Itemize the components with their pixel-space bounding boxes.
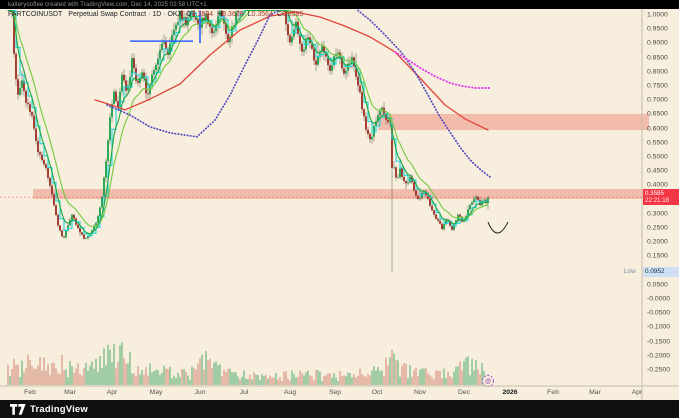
- price-axis-label: 0.8000: [647, 68, 668, 76]
- watermark-text: kalteryooflee created with TradingView.c…: [8, 1, 207, 8]
- footer-bar: TradingView: [0, 400, 679, 418]
- time-axis-label: Apr: [631, 389, 643, 396]
- dotted-indigo-ma-line: [106, 9, 279, 138]
- symbol-name: FARTCOINUSDT: [8, 11, 63, 18]
- symbol-title: FARTCOINUSDT Perpetual Swap Contract · 1…: [8, 11, 303, 18]
- price-axis-label: 0.1500: [647, 252, 668, 260]
- time-axis-label: Mar: [64, 389, 76, 396]
- price-axis-label: 0.7000: [647, 96, 668, 104]
- price-axis-label: -0.1500: [647, 338, 671, 346]
- time-axis-label: Sep: [328, 389, 342, 396]
- fast-green-ma-line: [7, 9, 489, 235]
- slow-red-ma-line: [94, 11, 489, 131]
- u-curve-drawing[interactable]: [487, 221, 509, 234]
- emoji-glyph: @: [485, 379, 491, 385]
- price-axis-label: 0.4000: [647, 181, 668, 189]
- watermark-bar: kalteryooflee created with TradingView.c…: [0, 0, 679, 9]
- bar-close-countdown: 22:21:18: [645, 197, 670, 204]
- time-axis-label: Feb: [24, 389, 36, 396]
- ohlc-values: O0.3594 H0.3628 L0.3564 C0.3585: [182, 11, 303, 18]
- price-axis-label: 1.0000: [647, 11, 668, 19]
- price-axis-label: 0.8500: [647, 54, 668, 62]
- time-axis-label: Jun: [194, 389, 206, 396]
- time-axis-label: May: [149, 389, 163, 396]
- price-axis-label: 0.5500: [647, 139, 668, 147]
- ohlc-value: 0.3564: [251, 11, 273, 18]
- price-axis-label: 0.6000: [647, 125, 668, 133]
- dotted-indigo-ma-line: [357, 9, 491, 178]
- price-axis-label: 0.2000: [647, 238, 668, 246]
- price-axis-label: -0.0500: [647, 309, 671, 317]
- price-axis-label: 0.0500: [647, 281, 668, 289]
- price-axis-label: 0.4500: [647, 167, 668, 175]
- ohlc-value: 0.3628: [222, 11, 244, 18]
- volume-bars: [7, 342, 489, 385]
- ohlc-letter: C: [276, 11, 283, 18]
- price-axis-label: 0.3000: [647, 210, 668, 218]
- time-axis-label: Oct: [371, 389, 383, 396]
- last-price-badge: 0.3585 22:21:18: [643, 189, 679, 205]
- price-axis-label: -0.2500: [647, 366, 671, 374]
- price-axis-label: 0.7500: [647, 82, 668, 90]
- supply-zone[interactable]: [33, 189, 649, 200]
- price-axis-label: -0.1000: [647, 323, 671, 331]
- time-axis-label: Dec: [457, 389, 471, 396]
- time-axis-label: Apr: [106, 389, 118, 396]
- low-label: Low: [624, 268, 636, 275]
- ohlc-letter: O: [186, 11, 192, 18]
- tradingview-logo-icon: [10, 403, 26, 415]
- time-axis-label: Aug: [283, 389, 297, 396]
- price-axis-label: 0.6500: [647, 110, 668, 118]
- price-axis-label: 0.5000: [647, 153, 668, 161]
- ohlc-letter: H: [217, 11, 223, 18]
- ohlc-value: 0.3585: [282, 11, 304, 18]
- time-axis-label: 2026: [502, 389, 518, 396]
- ohlc-value: 0.3594: [191, 11, 214, 18]
- time-axis-label: Mar: [589, 389, 601, 396]
- tradingview-logo[interactable]: TradingView: [10, 403, 88, 415]
- price-axis-label: -0.0000: [647, 295, 671, 303]
- price-axis-label: 0.2500: [647, 224, 668, 232]
- moving-averages: [7, 9, 491, 237]
- price-axis-label: 0.9000: [647, 39, 668, 47]
- time-axis-label: Feb: [547, 389, 559, 396]
- dotted-magenta-ma-line: [394, 50, 491, 89]
- candles: [11, 10, 489, 272]
- ohlc-letter: L: [247, 11, 252, 18]
- low-price-badge: 0.0952: [643, 267, 679, 277]
- time-axis-label: Nov: [413, 389, 427, 396]
- price-axis-label: 0.9500: [647, 25, 668, 33]
- mid-green-ma-line: [7, 9, 489, 228]
- symbol-meta: Perpetual Swap Contract · 1D · OKX: [68, 11, 183, 18]
- last-price-value: 0.3585: [645, 190, 664, 197]
- supply-zone[interactable]: [378, 113, 649, 131]
- tradingview-logo-text: TradingView: [30, 403, 88, 415]
- price-axis-label: -0.2000: [647, 352, 671, 360]
- supply-zones: [33, 113, 649, 200]
- time-axis-label: Jul: [239, 389, 249, 396]
